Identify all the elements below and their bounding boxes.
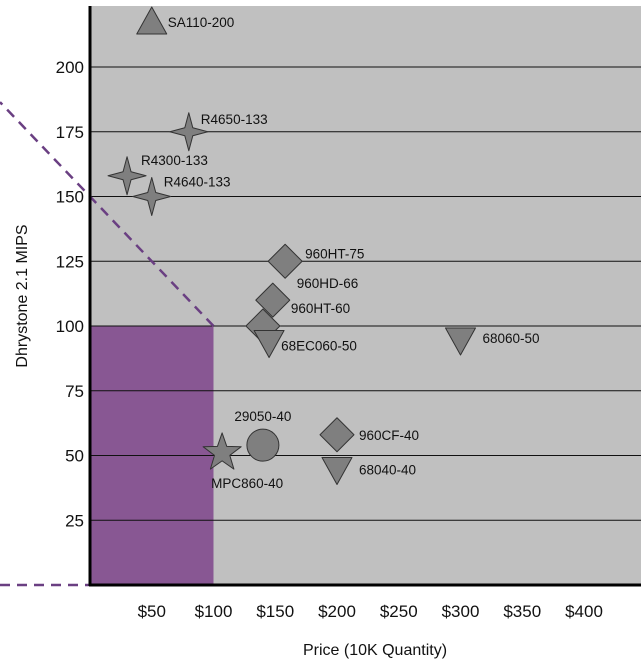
- point-label: 29050-40: [234, 409, 291, 424]
- data-point: 68EC060-50: [253, 330, 357, 359]
- x-tick-labels: $50 $100 $150 $200 $250 $300 $350 $400: [138, 602, 603, 621]
- data-point: R4640-133: [132, 175, 231, 216]
- point-marker: [267, 243, 303, 279]
- dashed-boundary-line: [0, 101, 215, 327]
- data-point: R4300-133: [107, 153, 208, 196]
- point-marker: [132, 177, 172, 216]
- point-label: 960HT-60: [291, 301, 350, 316]
- point-label: 960CF-40: [359, 428, 419, 443]
- point-label: 960HD-66: [297, 276, 359, 291]
- x-tick-label: $300: [442, 602, 480, 621]
- x-axis-label: Price (10K Quantity): [303, 642, 447, 659]
- y-tick-labels: 25 50 75 100 125 150 175 200: [56, 58, 84, 530]
- y-tick-label: 75: [65, 382, 84, 401]
- point-marker: [202, 432, 242, 470]
- point-marker: [246, 428, 280, 462]
- point-label: R4640-133: [164, 175, 231, 190]
- data-point: SA110-200: [136, 6, 235, 35]
- point-label: R4650-133: [201, 112, 268, 127]
- y-tick-label: 100: [56, 317, 84, 336]
- data-point: 68060-50: [445, 327, 540, 356]
- point-marker: [319, 417, 355, 453]
- point-label: 68040-40: [359, 462, 416, 477]
- data-point: 960HT-75: [267, 243, 364, 279]
- data-point: 29050-40: [234, 409, 291, 462]
- data-point: R4650-133: [169, 112, 268, 152]
- grid-lines: [90, 66, 641, 521]
- y-tick-label: 175: [56, 123, 84, 142]
- point-label: 960HT-75: [305, 246, 364, 261]
- y-tick-label: 125: [56, 252, 84, 271]
- point-marker: [169, 112, 209, 152]
- point-label: SA110-200: [168, 15, 235, 30]
- point-label: MPC860-40: [211, 476, 283, 491]
- point-marker: [255, 282, 291, 318]
- x-tick-label: $350: [503, 602, 541, 621]
- point-marker: [321, 456, 353, 485]
- x-tick-label: $200: [318, 602, 356, 621]
- x-tick-label: $100: [195, 602, 233, 621]
- data-point: MPC860-40: [202, 432, 283, 491]
- y-tick-label: 25: [65, 511, 84, 530]
- data-point: 960CF-40: [319, 417, 419, 453]
- y-axis-label: Dhrystone 2.1 MIPS: [14, 224, 31, 367]
- y-tick-label: 150: [56, 188, 84, 207]
- point-marker: [136, 6, 168, 35]
- y-tick-label: 200: [56, 58, 84, 77]
- data-point: 68040-40: [321, 456, 416, 485]
- point-marker: [253, 330, 285, 359]
- point-marker: [107, 156, 147, 196]
- point-label: 68060-50: [483, 331, 540, 346]
- x-tick-label: $400: [565, 602, 603, 621]
- point-marker: [445, 327, 476, 356]
- x-tick-label: $150: [256, 602, 294, 621]
- x-tick-label: $50: [138, 602, 166, 621]
- y-tick-label: 50: [65, 447, 84, 466]
- x-tick-label: $250: [380, 602, 418, 621]
- point-label: R4300-133: [141, 153, 208, 168]
- data-points: SA110-200 R4650-133 R4300-133 R4640-133 960H…: [107, 6, 540, 491]
- data-point: 960HD-66: [255, 276, 359, 318]
- point-label: 68EC060-50: [281, 339, 357, 354]
